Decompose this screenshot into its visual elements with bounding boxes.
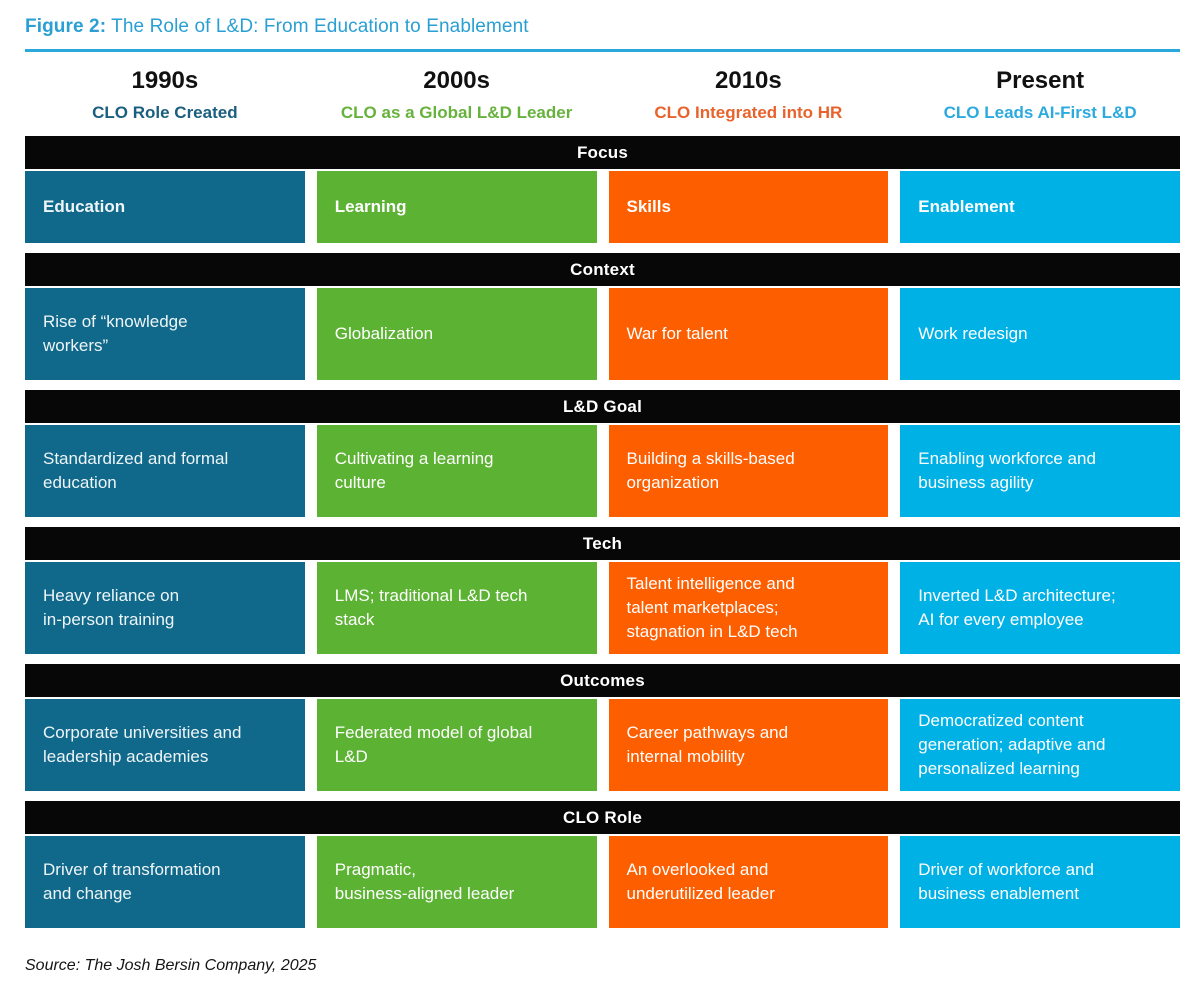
cell-context-2010s: War for talent — [608, 288, 889, 381]
cell-focus-2010s: Skills — [608, 171, 889, 244]
column-header-2000s: 2000s CLO as a Global L&D Leader — [317, 67, 597, 123]
cell-focus-1990s: Education — [25, 171, 305, 244]
era-subtitle: CLO as a Global L&D Leader — [340, 102, 573, 122]
cell-clo-role-2010s: An overlooked and underutilized leader — [608, 836, 889, 929]
cell-ld-goal-2010s: Building a skills-based organization — [608, 425, 889, 518]
section-row-focus: Education Learning Skills Enablement — [25, 171, 1180, 244]
section-band-outcomes: Outcomes — [25, 664, 1180, 698]
cell-outcomes-1990s: Corporate universities and leadership ac… — [25, 699, 305, 792]
era-label: 1990s — [131, 67, 199, 94]
column-header-2010s: 2010s CLO Integrated into HR — [609, 67, 889, 123]
cell-clo-role-1990s: Driver of transformation and change — [25, 836, 305, 929]
column-header-present: Present CLO Leads AI-First L&D — [900, 67, 1180, 123]
figure-number: Figure 2: — [25, 16, 107, 37]
section-band-focus: Focus — [25, 136, 1180, 170]
cell-outcomes-present: Democratized content generation; adaptiv… — [900, 699, 1180, 792]
era-label: Present — [996, 67, 1085, 94]
figure-title-text: The Role of L&D: From Education to Enabl… — [106, 16, 529, 37]
cell-tech-2010s: Talent intelligence and talent marketpla… — [608, 562, 889, 655]
cell-outcomes-2000s: Federated model of global L&D — [316, 699, 597, 792]
section-band-tech: Tech — [25, 527, 1180, 561]
cell-ld-goal-1990s: Standardized and formal education — [25, 425, 305, 518]
section-band-clo-role: CLO Role — [25, 801, 1180, 835]
column-headers: 1990s CLO Role Created 2000s CLO as a Gl… — [25, 52, 1180, 136]
section-row-ld-goal: Standardized and formal education Cultiv… — [25, 425, 1180, 518]
cell-ld-goal-2000s: Cultivating a learning culture — [316, 425, 597, 518]
cell-context-present: Work redesign — [900, 288, 1180, 381]
figure-title: Figure 2: The Role of L&D: From Educatio… — [25, 16, 1180, 38]
cell-focus-2000s: Learning — [316, 171, 597, 244]
cell-context-2000s: Globalization — [316, 288, 597, 381]
section-row-context: Rise of “knowledge workers” Globalizatio… — [25, 288, 1180, 381]
era-subtitle: CLO Integrated into HR — [654, 102, 843, 122]
era-subtitle: CLO Leads AI-First L&D — [943, 102, 1137, 122]
era-label: 2000s — [423, 67, 490, 94]
section-band-ld-goal: L&D Goal — [25, 390, 1180, 424]
section-row-clo-role: Driver of transformation and change Prag… — [25, 836, 1180, 929]
section-band-context: Context — [25, 253, 1180, 287]
column-header-1990s: 1990s CLO Role Created — [25, 67, 305, 123]
cell-context-1990s: Rise of “knowledge workers” — [25, 288, 305, 381]
cell-ld-goal-present: Enabling workforce and business agility — [900, 425, 1180, 518]
section-row-outcomes: Corporate universities and leadership ac… — [25, 699, 1180, 792]
cell-tech-1990s: Heavy reliance on in-person training — [25, 562, 305, 655]
cell-outcomes-2010s: Career pathways and internal mobility — [608, 699, 889, 792]
cell-tech-2000s: LMS; traditional L&D tech stack — [316, 562, 597, 655]
cell-tech-present: Inverted L&D architecture; AI for every … — [900, 562, 1180, 655]
era-label: 2010s — [715, 67, 782, 94]
ld-evolution-table: 1990s CLO Role Created 2000s CLO as a Gl… — [25, 52, 1180, 929]
title-divider — [25, 49, 1180, 52]
cell-clo-role-present: Driver of workforce and business enablem… — [900, 836, 1180, 929]
section-row-tech: Heavy reliance on in-person training LMS… — [25, 562, 1180, 655]
cell-clo-role-2000s: Pragmatic, business-aligned leader — [316, 836, 597, 929]
source-credit: Source: The Josh Bersin Company, 2025 — [25, 957, 317, 975]
cell-focus-present: Enablement — [900, 171, 1180, 244]
era-subtitle: CLO Role Created — [92, 102, 238, 122]
